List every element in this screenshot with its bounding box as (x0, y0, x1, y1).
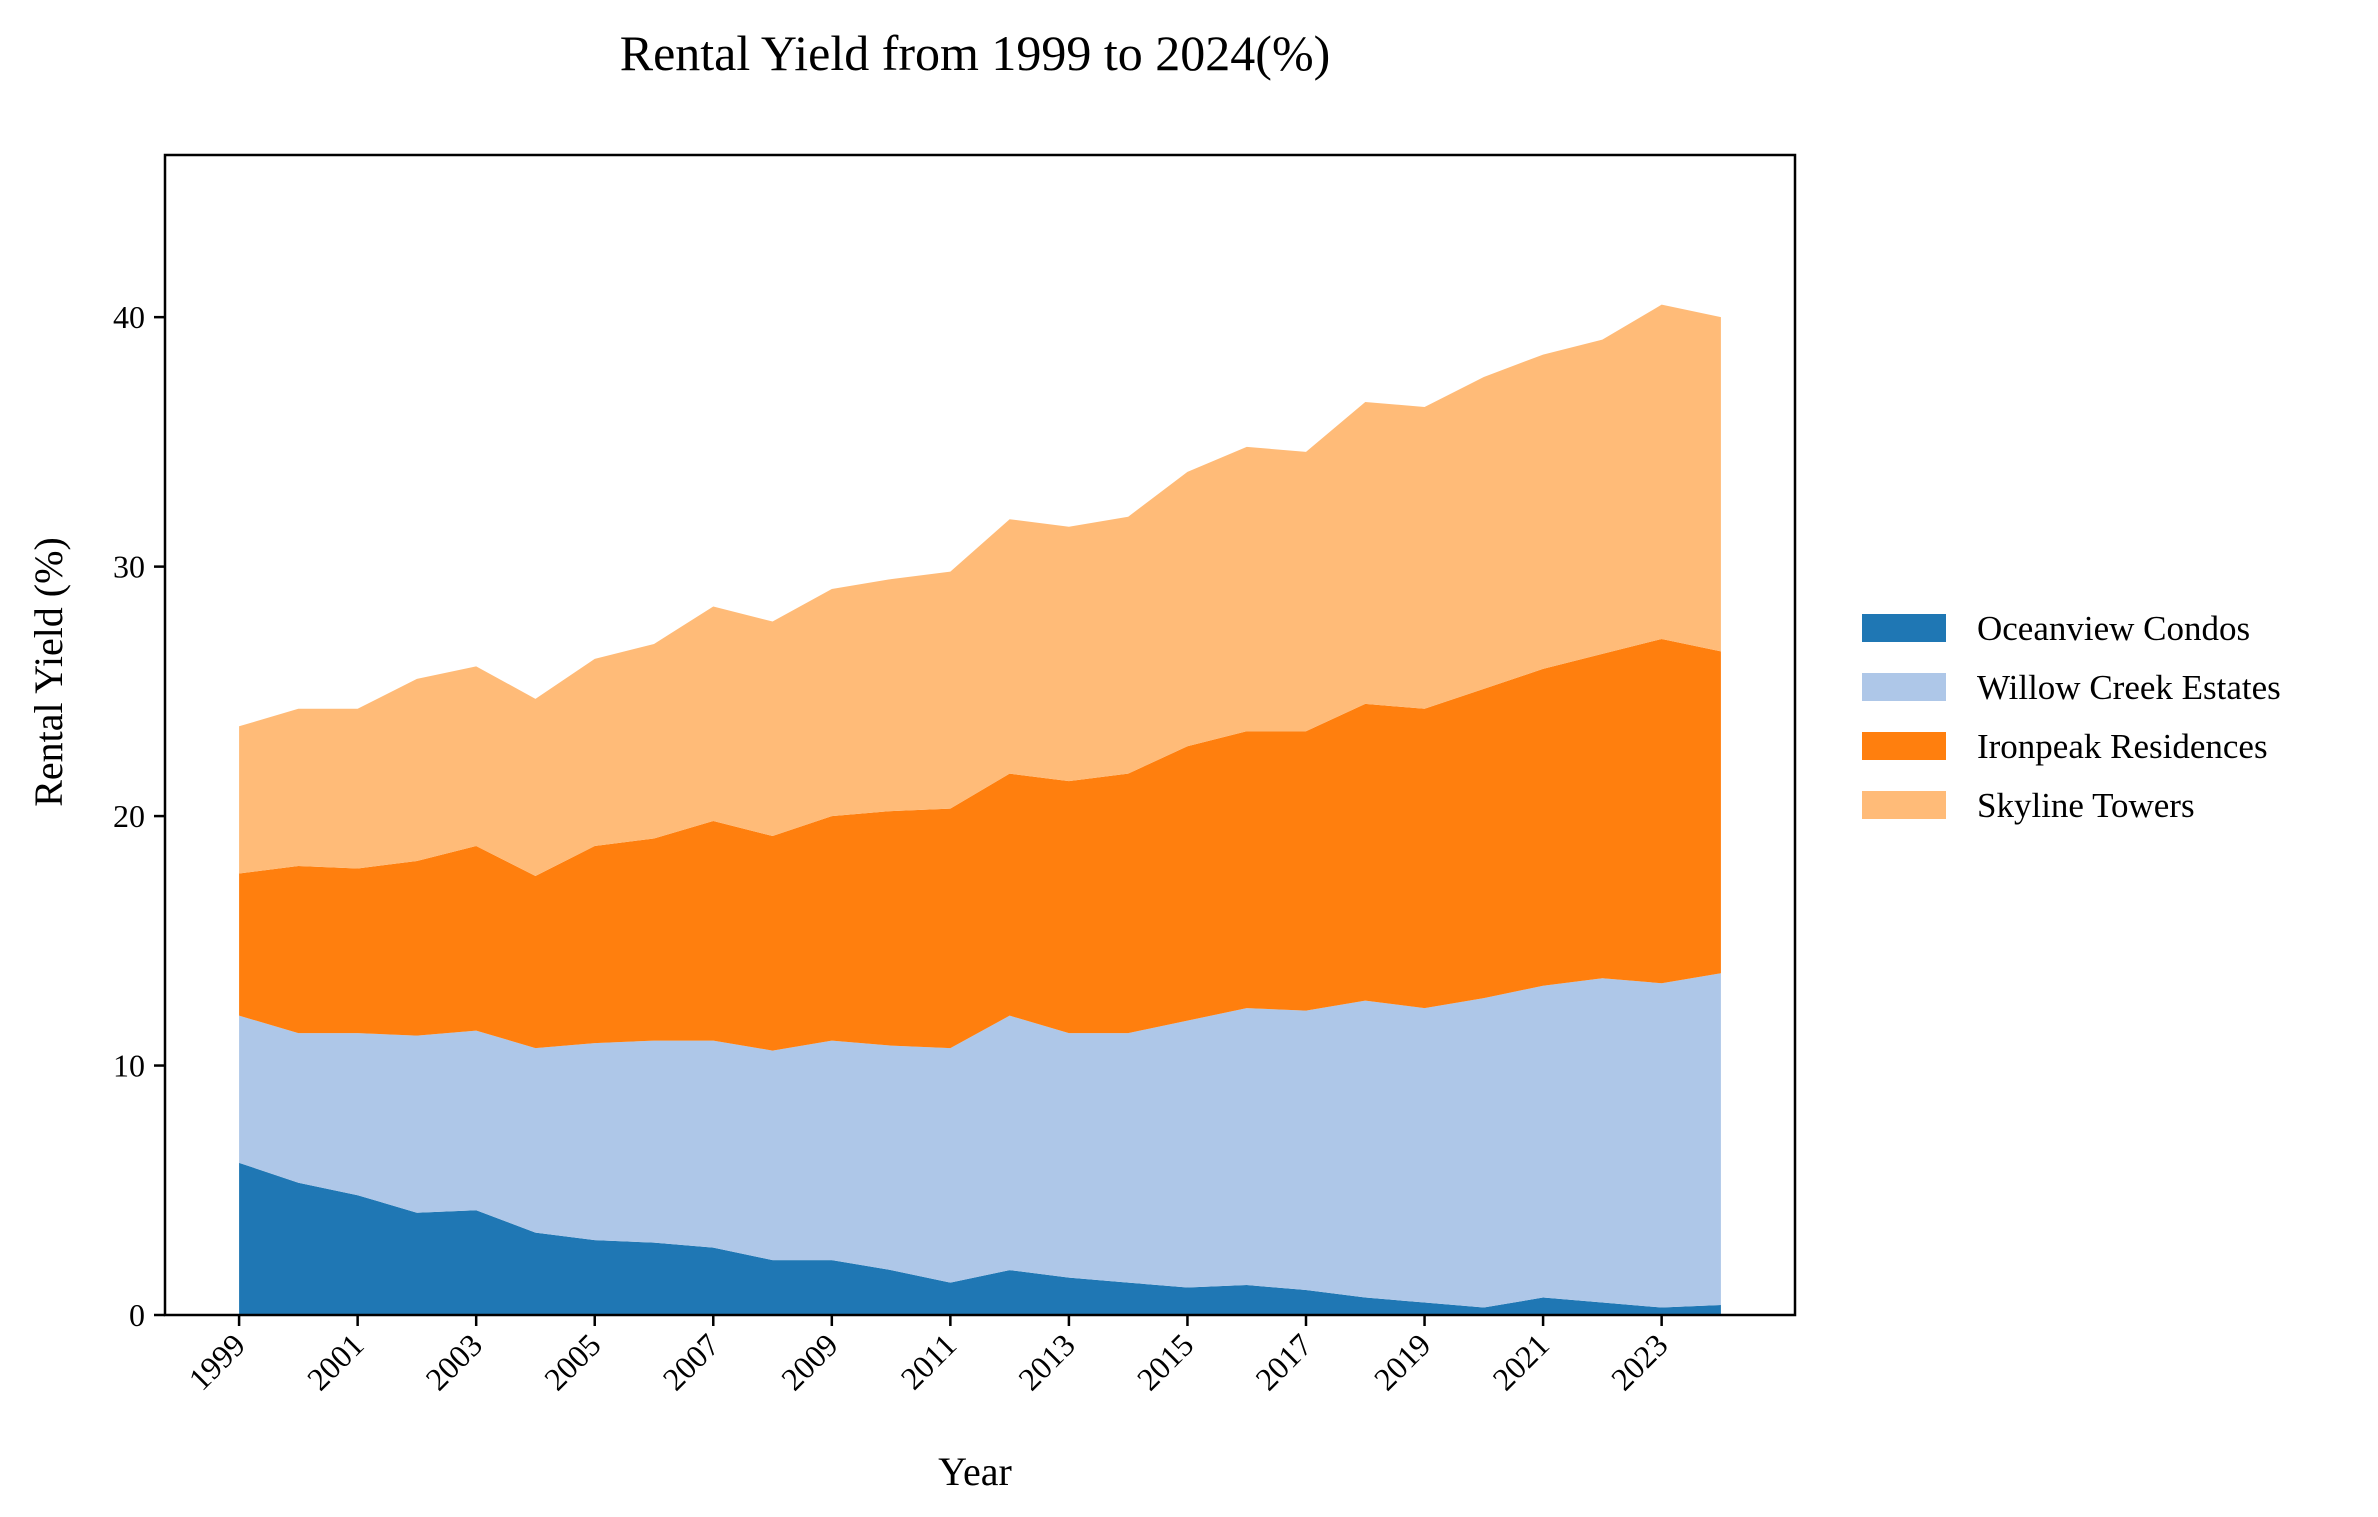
x-tick-label: 2001 (300, 1326, 371, 1397)
plot-frame (163, 153, 1797, 1317)
x-tick-label: 2009 (774, 1326, 845, 1397)
x-tick-label: 2011 (893, 1326, 963, 1396)
y-tick-label: 20 (113, 798, 145, 834)
y-axis-label: Rental Yield (%) (26, 537, 71, 807)
x-tick-label: 2017 (1248, 1326, 1319, 1397)
area-ironpeak-residences (239, 638, 1721, 1051)
y-tick-label: 0 (129, 1297, 145, 1333)
legend-label-willow-creek-estates: Willow Creek Estates (1977, 668, 2281, 707)
legend-swatch-oceanview-condos (1862, 614, 1946, 642)
chart-title: Rental Yield from 1999 to 2024(%) (620, 25, 1331, 81)
legend-swatch-ironpeak-residences (1862, 732, 1946, 760)
x-tick-label: 2007 (656, 1326, 727, 1397)
legend-swatch-willow-creek-estates (1862, 673, 1946, 701)
area-willow-creek-estates (239, 973, 1721, 1308)
x-tick-label: 2005 (537, 1326, 608, 1397)
legend-label-skyline-towers: Skyline Towers (1977, 786, 2195, 825)
legend: Oceanview Condos Willow Creek Estates Iron… (1862, 609, 2281, 825)
legend-label-oceanview-condos: Oceanview Condos (1977, 609, 2250, 648)
x-tick-label: 2023 (1604, 1326, 1675, 1397)
y-tick-label: 40 (113, 299, 145, 335)
x-axis-label: Year (938, 1449, 1012, 1494)
x-tick-label: 2015 (1130, 1326, 1201, 1397)
area-layers (239, 304, 1721, 1315)
legend-swatch-skyline-towers (1862, 791, 1946, 819)
x-tick-label: 2019 (1367, 1326, 1438, 1397)
x-tick-label: 2013 (1011, 1326, 1082, 1397)
x-tick-label: 2021 (1485, 1326, 1556, 1397)
y-tick-label: 10 (113, 1048, 145, 1084)
area-skyline-towers (239, 304, 1721, 876)
y-tick-label: 30 (113, 549, 145, 585)
area-oceanview-condos (239, 1162, 1721, 1315)
legend-label-ironpeak-residences: Ironpeak Residences (1977, 727, 2268, 766)
x-tick-label: 2003 (418, 1326, 489, 1397)
x-tick-label: 1999 (181, 1326, 252, 1397)
